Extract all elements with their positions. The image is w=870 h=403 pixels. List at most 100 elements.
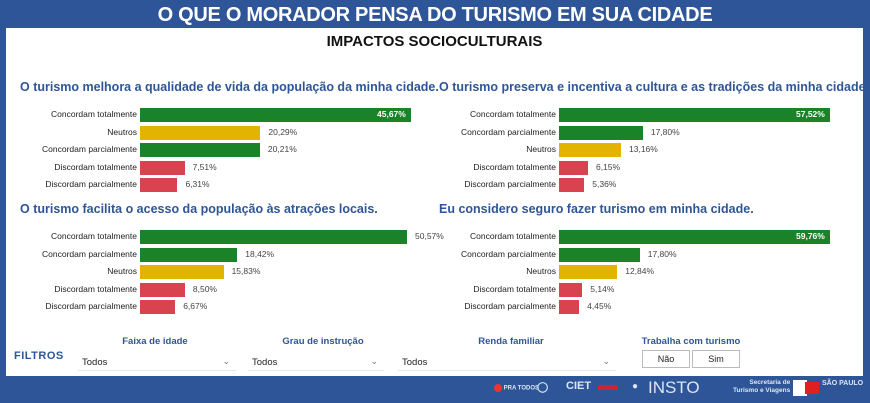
filter-education-select[interactable]: Todos ⌄ [248, 354, 384, 371]
bar-row: Discordam totalmente 5,14% [439, 282, 859, 297]
data-label: 18,42% [245, 248, 275, 259]
bar-row: Concordam parcialmente 18,42% [20, 247, 440, 262]
category-label: Concordam totalmente [470, 109, 556, 119]
category-label: Discordam totalmente [473, 161, 556, 172]
data-label: 45,67% [377, 109, 406, 119]
bar-agree[interactable] [559, 247, 640, 262]
bar-disagree[interactable] [140, 160, 185, 175]
filter-income-select[interactable]: Todos ⌄ [398, 354, 616, 371]
bar-agree[interactable] [140, 108, 411, 122]
bar-row: Discordam totalmente 6,15% [439, 160, 859, 175]
sao-paulo-logo: SÃO PAULO [822, 380, 864, 387]
footer-logos: PRA TODOS ◯ CIET ● INSTO Secretaria de T… [0, 376, 870, 403]
data-label: 15,83% [231, 266, 261, 276]
data-label: 20,29% [268, 126, 298, 137]
chart-safety: Eu considero seguro fazer turismo em min… [439, 202, 859, 327]
category-label: Concordam parcialmente [42, 144, 137, 154]
data-label: 20,21% [267, 144, 297, 154]
bar-row: Concordam parcialmente 17,80% [439, 247, 859, 262]
bar-agree[interactable] [559, 108, 830, 122]
data-label: 59,76% [796, 231, 825, 241]
category-label: Concordam parcialmente [461, 248, 556, 259]
data-label: 8,50% [192, 283, 217, 294]
bar-disagree[interactable] [559, 178, 585, 192]
filter-education-label: Grau de instrução [282, 336, 364, 347]
filter-age-value: Todos [82, 357, 108, 368]
filter-income-label: Renda familiar [478, 336, 544, 347]
bar-row: Discordam parcialmente 6,31% [20, 177, 440, 192]
category-label: Concordam totalmente [470, 231, 556, 241]
chart-culture-traditions: O turismo preserva e incentiva a cultura… [439, 80, 869, 205]
data-label: 6,67% [183, 301, 208, 311]
partner-logo [598, 385, 618, 390]
bar-agree[interactable] [140, 143, 260, 157]
bar-agree[interactable] [559, 125, 643, 140]
dashboard-title: O QUE O MORADOR PENSA DO TURISMO EM SUA … [157, 4, 713, 26]
bar-row: Concordam totalmente 57,52% [439, 107, 859, 122]
bar-agree[interactable] [140, 230, 407, 244]
bar-row: Neutros 15,83% [20, 264, 440, 279]
category-label: Concordam totalmente [51, 231, 137, 241]
data-label: 4,45% [587, 301, 612, 311]
chart-quality-of-life: O turismo melhora a qualidade de vida da… [20, 80, 440, 205]
bar-neutral[interactable] [559, 265, 618, 279]
category-label: Neutros [526, 144, 556, 154]
main-panel: IMPACTOS SOCIOCULTURAIS O turismo melhor… [6, 28, 869, 376]
ciet-logo: CIET [566, 380, 592, 392]
bar-row: Discordam parcialmente 4,45% [439, 299, 859, 314]
bar-row: Concordam totalmente 45,67% [20, 107, 440, 122]
tourism-work-no-button[interactable]: Não [642, 350, 690, 368]
data-label: 17,80% [650, 126, 680, 137]
emblem-logo: ◯ [537, 382, 549, 393]
category-label: Neutros [107, 126, 137, 137]
bar-agree[interactable] [559, 230, 830, 244]
category-label: Neutros [107, 266, 137, 276]
bar-disagree[interactable] [140, 282, 185, 297]
chevron-down-icon: ⌄ [602, 356, 610, 366]
bar-row: Discordam parcialmente 5,36% [439, 177, 859, 192]
data-label: 5,36% [592, 179, 617, 189]
chart-title: O turismo preserva e incentiva a cultura… [439, 80, 870, 94]
category-label: Neutros [526, 266, 556, 276]
chevron-down-icon: ⌄ [222, 356, 230, 366]
bar-row: Discordam totalmente 7,51% [20, 160, 440, 175]
pra-todos-logo: PRA TODOS [494, 384, 539, 392]
data-label: 57,52% [796, 109, 825, 119]
bar-disagree[interactable] [559, 300, 580, 314]
data-label: 7,51% [192, 161, 217, 172]
secretaria-logo: Secretaria de Turismo e Viagens [733, 379, 791, 394]
bar-disagree[interactable] [559, 160, 588, 175]
data-label: 6,31% [185, 179, 210, 189]
chart-access-attractions: O turismo facilita o acesso da população… [20, 202, 444, 327]
bar-row: Concordam parcialmente 17,80% [439, 125, 859, 140]
bar-row: Concordam parcialmente 20,21% [20, 142, 440, 157]
bar-row: Concordam totalmente 59,76% [439, 229, 859, 244]
bar-neutral[interactable] [140, 265, 224, 279]
data-label: 50,57% [415, 231, 444, 241]
tourism-work-yes-button[interactable]: Sim [692, 350, 740, 368]
filter-income-value: Todos [402, 357, 428, 368]
bar-row: Discordam parcialmente 6,67% [20, 299, 440, 314]
category-label: Concordam parcialmente [42, 248, 137, 259]
bar-disagree[interactable] [140, 178, 178, 192]
bar-agree[interactable] [140, 247, 238, 262]
filter-age-select[interactable]: Todos ⌄ [78, 354, 236, 371]
insto-logo: INSTO [648, 378, 700, 397]
chart-title: O turismo melhora a qualidade de vida da… [20, 80, 439, 94]
filters-label: FILTROS [14, 350, 64, 362]
chevron-down-icon: ⌄ [370, 356, 378, 366]
category-label: Concordam totalmente [51, 109, 137, 119]
data-label: 5,14% [590, 283, 615, 294]
category-label: Discordam totalmente [473, 283, 556, 294]
section-subtitle: IMPACTOS SOCIOCULTURAIS [326, 33, 543, 50]
sao-paulo-map-logo [793, 380, 819, 396]
bar-neutral[interactable] [140, 125, 261, 140]
category-label: Discordam parcialmente [45, 301, 137, 311]
category-label: Discordam totalmente [54, 283, 137, 294]
bar-disagree[interactable] [559, 282, 583, 297]
bar-disagree[interactable] [140, 300, 176, 314]
filter-age-label: Faixa de idade [122, 336, 188, 347]
bar-row: Discordam totalmente 8,50% [20, 282, 440, 297]
bar-row: Concordam totalmente 50,57% [20, 229, 444, 244]
bar-neutral[interactable] [559, 143, 621, 157]
